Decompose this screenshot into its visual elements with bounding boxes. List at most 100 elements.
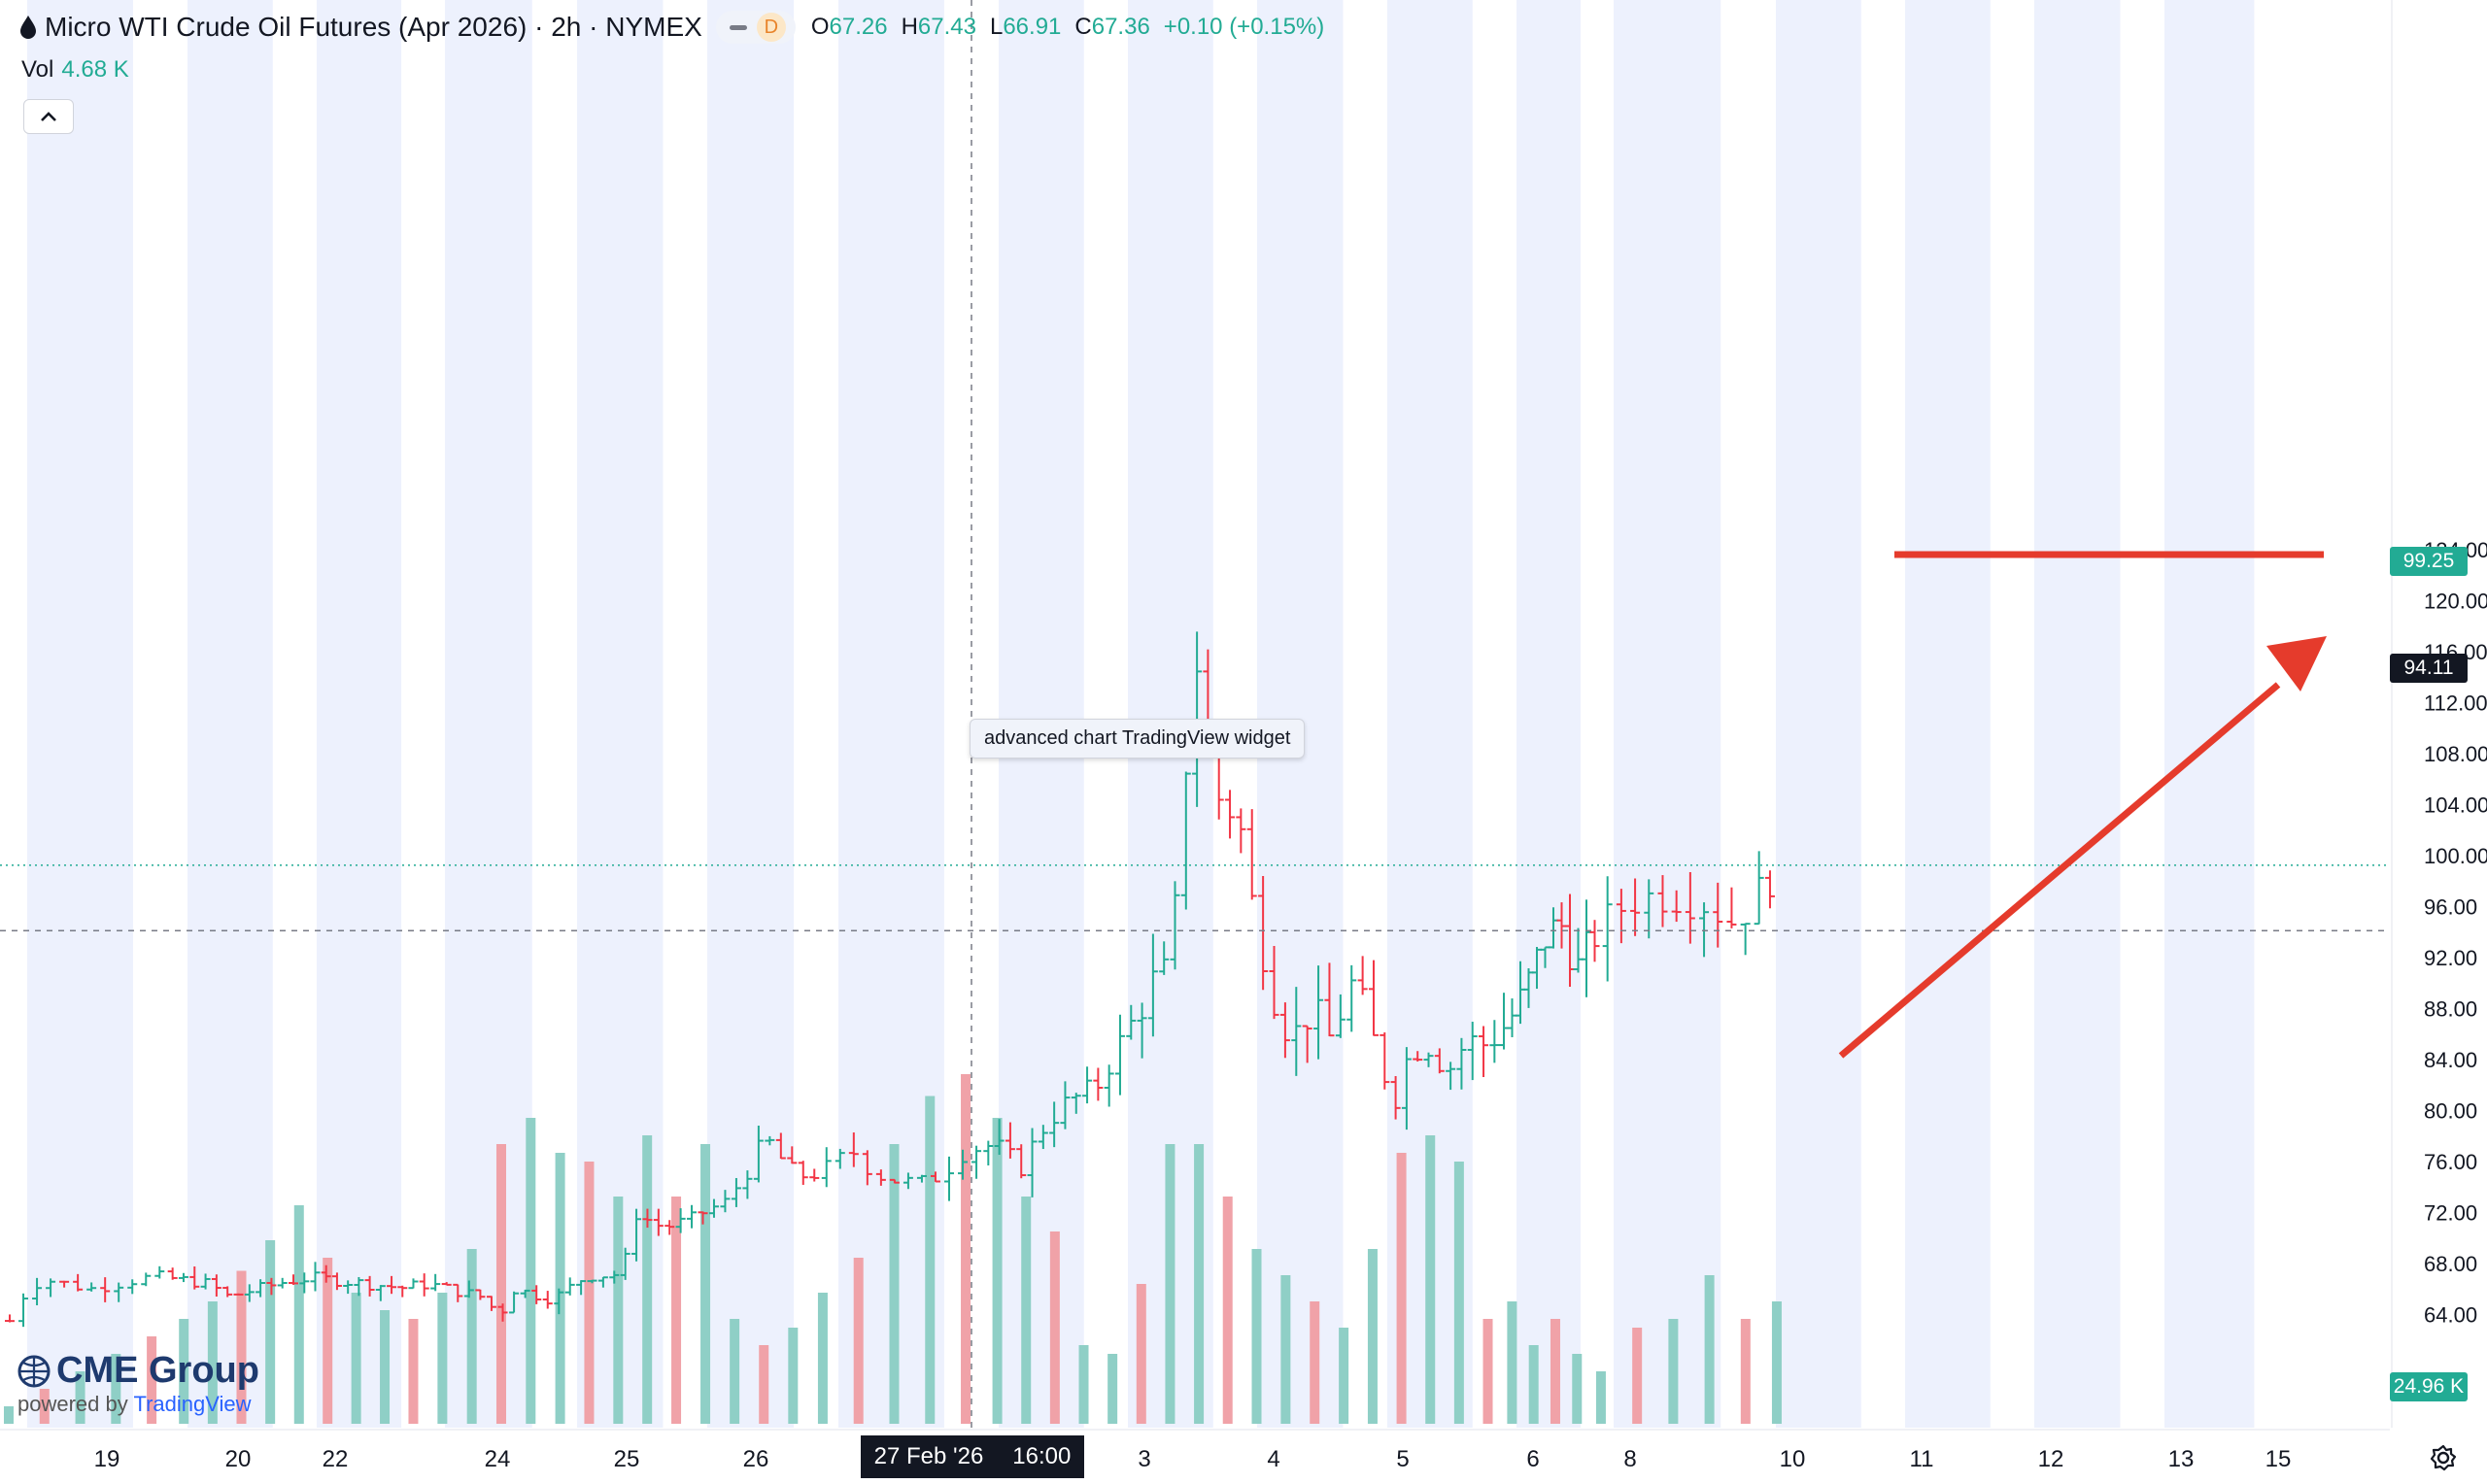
ohlc-bar [1726, 887, 1737, 928]
symbol-title[interactable]: Micro WTI Crude Oil Futures (Apr 2026) ·… [45, 12, 702, 42]
volume-bar [1049, 1231, 1060, 1424]
ohlc-bar [903, 1172, 913, 1190]
volume-bar [1165, 1144, 1175, 1424]
volume-bar [437, 1293, 448, 1424]
time-tick-label: 5 [1396, 1446, 1409, 1472]
ohlc-bar [1335, 994, 1346, 1038]
volume-bar [207, 1301, 218, 1424]
minus-icon[interactable] [729, 24, 747, 30]
droplet-icon [20, 16, 36, 39]
open-key: O [810, 14, 830, 40]
ohlc-bar [453, 1283, 463, 1302]
ohlc-bar [486, 1296, 496, 1311]
session-band [999, 0, 1084, 1428]
session-band [27, 0, 133, 1428]
ohlc-bar [862, 1150, 872, 1186]
ohlc-bar [211, 1274, 221, 1297]
ohlc-bar [1291, 987, 1302, 1076]
volume-bar [495, 1144, 506, 1424]
volume-bars [4, 1074, 1782, 1424]
session-band [707, 0, 795, 1428]
ohlc-bar [554, 1288, 564, 1315]
ohlc-bar [1401, 1047, 1412, 1130]
volume-bar [1078, 1345, 1089, 1424]
ohlc-bar [32, 1277, 43, 1305]
ohlc-bar [167, 1267, 178, 1280]
volume-value-label: 24.96 K [2390, 1372, 2468, 1401]
volume-bar [147, 1336, 157, 1424]
session-band [2034, 0, 2121, 1428]
volume-bar [1595, 1371, 1606, 1424]
volume-bar [1740, 1319, 1751, 1424]
ohlc-bar [1713, 882, 1723, 948]
collapse-legend-button[interactable] [23, 99, 74, 134]
ohlc-bar [1754, 851, 1764, 926]
ohlc-bar [1699, 902, 1710, 958]
session-band [1776, 0, 1861, 1428]
tradingview-link[interactable]: TradingView [133, 1392, 252, 1416]
ohlc-bar [576, 1280, 587, 1296]
ohlc-bar [266, 1277, 277, 1296]
price-tick-label: 112.00 [2424, 691, 2487, 716]
time-tick-label: 3 [1138, 1446, 1150, 1472]
ohlc-bar [1657, 875, 1668, 928]
ohlc-bar [1630, 878, 1641, 936]
open-value: 67.26 [829, 14, 888, 40]
ohlc-bar [775, 1132, 786, 1160]
powered-by[interactable]: powered by TradingView [17, 1392, 259, 1417]
ohlc-bar [742, 1170, 753, 1199]
ohlc-bar [244, 1284, 255, 1302]
ohlc-bar [114, 1282, 124, 1302]
volume-bar [1425, 1135, 1436, 1424]
volume-bar [584, 1162, 595, 1424]
cme-name: CME Group [56, 1350, 259, 1391]
volume-bar [853, 1258, 864, 1424]
price-tick-label: 100.00 [2424, 844, 2487, 868]
volume-bar [1107, 1354, 1118, 1424]
ohlc-bar [299, 1272, 310, 1294]
time-tick-label: 10 [1780, 1446, 1806, 1472]
chevron-up-icon [41, 112, 56, 121]
branding[interactable]: CME Group powered by TradingView [17, 1350, 259, 1417]
chart-legend-header: Micro WTI Crude Oil Futures (Apr 2026) ·… [19, 10, 1324, 45]
price-tick-label: 68.00 [2424, 1252, 2477, 1276]
ohlc-bar [1060, 1081, 1071, 1130]
ohlc-bar [1258, 876, 1269, 991]
gear-icon[interactable] [2429, 1443, 2458, 1472]
price-tick-label: 108.00 [2424, 742, 2487, 766]
ohlc-bar [289, 1274, 299, 1285]
ohlc-bar [127, 1279, 138, 1295]
cme-logo[interactable]: CME Group [17, 1350, 259, 1392]
interval-controls[interactable]: D [715, 11, 796, 44]
volume-bar [730, 1319, 740, 1424]
crosshair-date: 27 Feb '26 [873, 1443, 984, 1469]
close-key: C [1074, 14, 1092, 40]
delay-badge[interactable]: D [756, 13, 786, 42]
ohlc-bar [664, 1220, 675, 1235]
widget-tooltip: advanced chart TradingView widget [970, 719, 1306, 759]
ohlc-bar [875, 1169, 886, 1186]
ohlc-bar [848, 1132, 859, 1167]
ohlc-bar [463, 1280, 474, 1298]
time-tick-label: 6 [1526, 1446, 1539, 1472]
ohlc-bar [958, 1149, 969, 1180]
ohlc-bar [930, 1171, 940, 1183]
ohlc-bar [1368, 960, 1379, 1036]
volume-bar [788, 1328, 799, 1424]
ohlc-bar [1027, 1128, 1038, 1197]
ohlc-bar [587, 1279, 597, 1284]
ohlc-bar [1236, 808, 1246, 854]
volume-bar [179, 1319, 189, 1424]
ohlc-bar [1225, 790, 1236, 839]
volume-bar [1507, 1301, 1517, 1424]
volume-bar [1280, 1275, 1291, 1424]
crosshair-date-label: 27 Feb '26 16:00 [861, 1435, 1084, 1478]
ohlc-bar [609, 1270, 620, 1284]
ohlc-bar [1279, 1002, 1290, 1059]
ohlc-bar [798, 1161, 808, 1185]
ohlc-bar [141, 1272, 152, 1287]
time-tick-label: 20 [225, 1446, 252, 1472]
ohlc-bar [731, 1177, 741, 1207]
volume-bar [992, 1118, 1003, 1424]
